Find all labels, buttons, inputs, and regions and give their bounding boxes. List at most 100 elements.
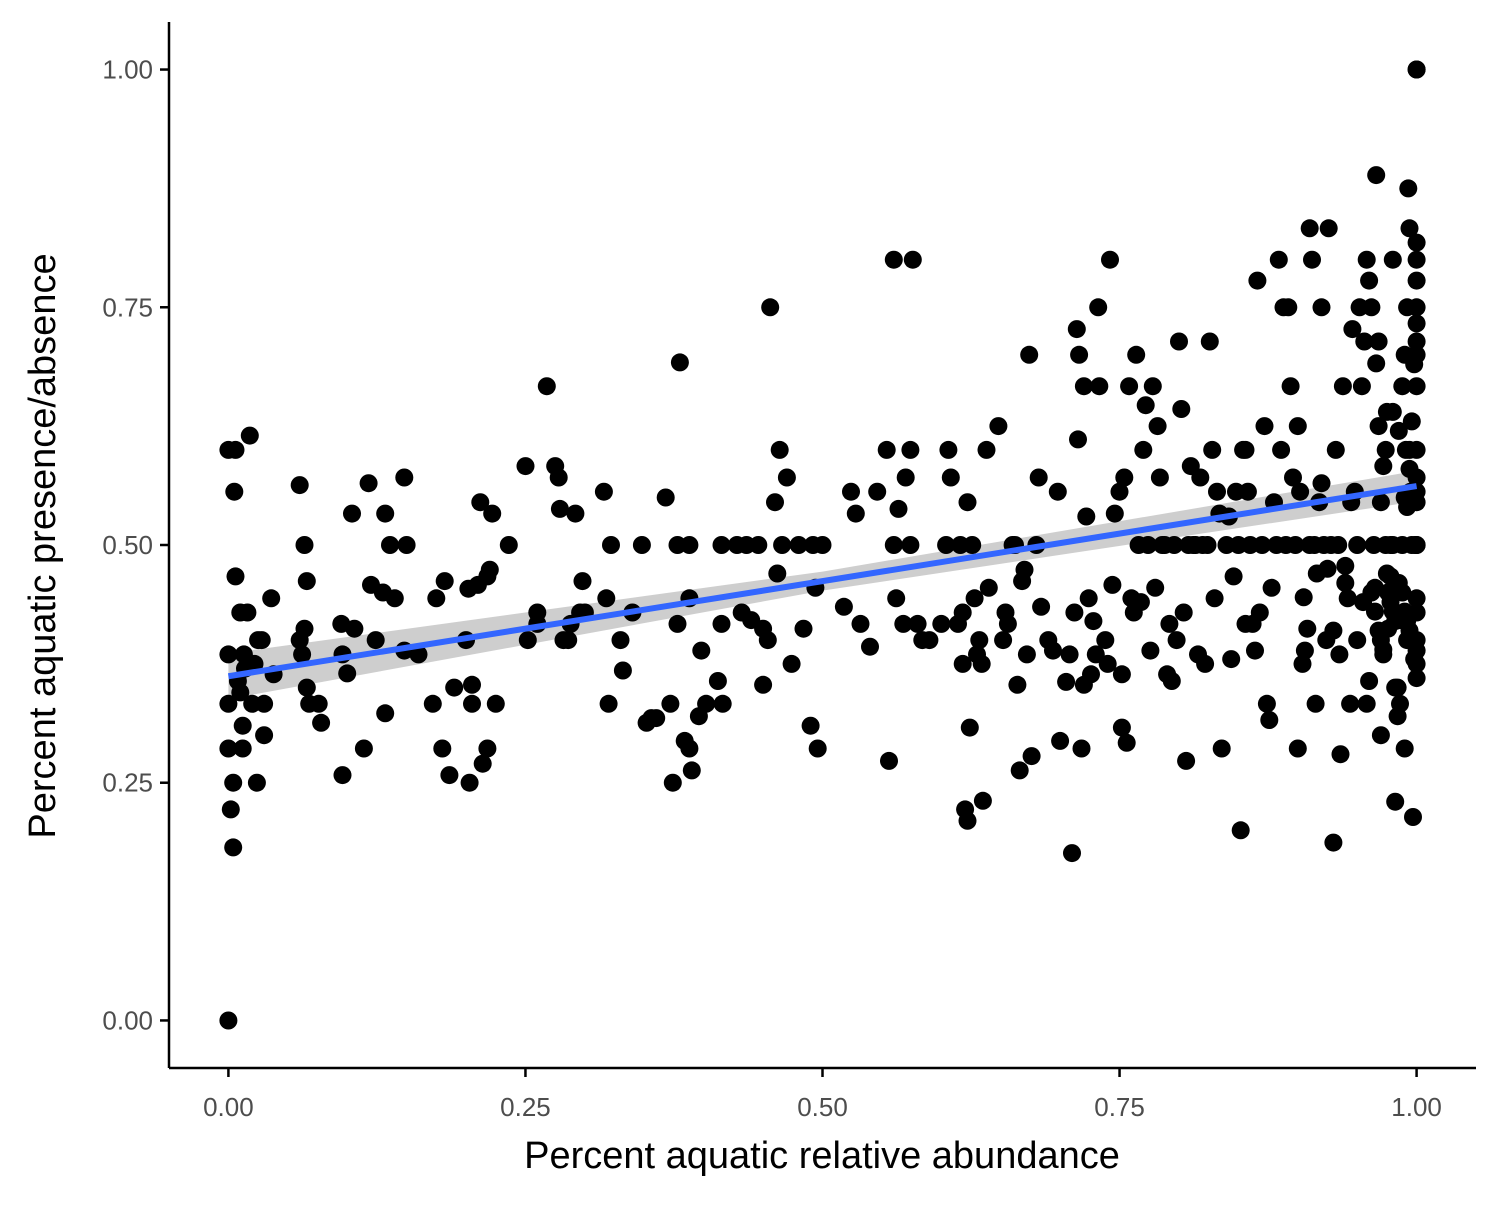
- data-point: [794, 619, 813, 638]
- data-point: [1015, 560, 1034, 579]
- data-point: [861, 637, 879, 656]
- data-point: [1112, 665, 1131, 684]
- data-point: [1150, 468, 1169, 487]
- x-tick-label: 0.75: [1094, 1092, 1145, 1122]
- data-point: [884, 536, 903, 554]
- data-point: [1260, 711, 1279, 729]
- data-point: [537, 377, 556, 396]
- data-point: [1360, 271, 1379, 290]
- data-point: [1324, 833, 1343, 852]
- data-point: [297, 572, 316, 591]
- data-point: [1074, 377, 1093, 396]
- data-point: [1407, 654, 1426, 673]
- data-point: [354, 739, 373, 758]
- data-point: [1300, 219, 1319, 238]
- data-point: [896, 468, 915, 487]
- data-point: [1255, 417, 1274, 436]
- data-point: [1388, 707, 1407, 726]
- data-point: [309, 694, 328, 713]
- data-point: [255, 694, 274, 713]
- data-point: [1224, 567, 1243, 586]
- data-point: [1044, 641, 1062, 660]
- data-point: [486, 694, 505, 713]
- data-point: [1269, 250, 1288, 269]
- data-point: [1374, 457, 1393, 476]
- data-point: [359, 474, 378, 493]
- y-ticks-layer: 0.00 0.25 0.50 0.75 1.00: [102, 55, 169, 1035]
- data-point: [920, 631, 939, 650]
- data-point: [1236, 440, 1255, 459]
- data-point: [960, 718, 979, 737]
- data-point: [1355, 332, 1374, 351]
- data-point: [979, 578, 998, 597]
- data-point: [1098, 654, 1117, 673]
- data-point: [880, 751, 898, 770]
- data-point: [1222, 650, 1241, 669]
- data-point: [1105, 504, 1124, 523]
- data-point: [1057, 672, 1076, 691]
- data-point: [712, 614, 731, 633]
- data-point: [1293, 654, 1312, 673]
- data-point: [1170, 332, 1188, 351]
- data-point: [834, 597, 853, 616]
- data-point: [440, 766, 459, 785]
- data-point: [1032, 597, 1051, 616]
- data-point: [423, 694, 442, 713]
- data-point: [1407, 332, 1426, 351]
- data-point: [1383, 536, 1402, 554]
- data-point: [789, 536, 808, 554]
- data-point: [1407, 298, 1426, 317]
- data-point: [877, 440, 896, 459]
- data-point: [663, 773, 682, 792]
- data-point: [1288, 417, 1307, 436]
- data-point: [970, 631, 989, 650]
- data-point: [1196, 654, 1215, 673]
- data-point: [225, 482, 244, 501]
- data-point: [932, 614, 951, 633]
- data-point: [1393, 377, 1412, 396]
- data-point: [1084, 612, 1103, 631]
- data-point: [1330, 645, 1349, 664]
- data-point: [1407, 669, 1426, 688]
- data-point: [471, 493, 490, 512]
- data-point: [1303, 250, 1321, 269]
- data-point: [1160, 614, 1179, 633]
- data-point: [1212, 739, 1231, 758]
- data-point: [656, 488, 675, 507]
- data-point: [1404, 808, 1422, 826]
- data-point: [1371, 726, 1390, 745]
- data-point: [758, 631, 777, 650]
- data-point: [1110, 482, 1129, 501]
- data-point: [1405, 355, 1424, 374]
- data-point: [1329, 536, 1348, 554]
- data-point: [1174, 603, 1193, 622]
- data-point: [597, 589, 616, 608]
- data-point: [528, 603, 547, 622]
- y-tick-label: 1.00: [102, 55, 153, 85]
- data-point: [1400, 621, 1419, 640]
- data-point: [708, 672, 727, 690]
- data-point: [247, 773, 266, 792]
- data-point: [611, 631, 630, 650]
- data-point: [958, 811, 977, 830]
- data-point: [1101, 250, 1119, 269]
- data-point: [713, 694, 732, 713]
- data-point: [1367, 354, 1386, 373]
- data-point: [1333, 377, 1352, 396]
- x-ticks-layer: 0.00 0.25 0.50 0.75 1.00: [203, 1068, 1442, 1122]
- data-point: [550, 499, 569, 518]
- data-point: [233, 716, 252, 735]
- data-point: [965, 589, 984, 608]
- data-point: [1162, 672, 1181, 690]
- data-point: [1131, 593, 1150, 612]
- data-point: [295, 619, 314, 638]
- data-point: [1177, 751, 1196, 770]
- data-point: [1366, 602, 1384, 621]
- data-point: [937, 536, 956, 554]
- data-point: [768, 564, 787, 583]
- data-point: [868, 482, 887, 501]
- data-point: [1386, 678, 1405, 697]
- data-point: [1141, 641, 1160, 660]
- data-point: [1407, 271, 1426, 290]
- data-point: [219, 739, 238, 758]
